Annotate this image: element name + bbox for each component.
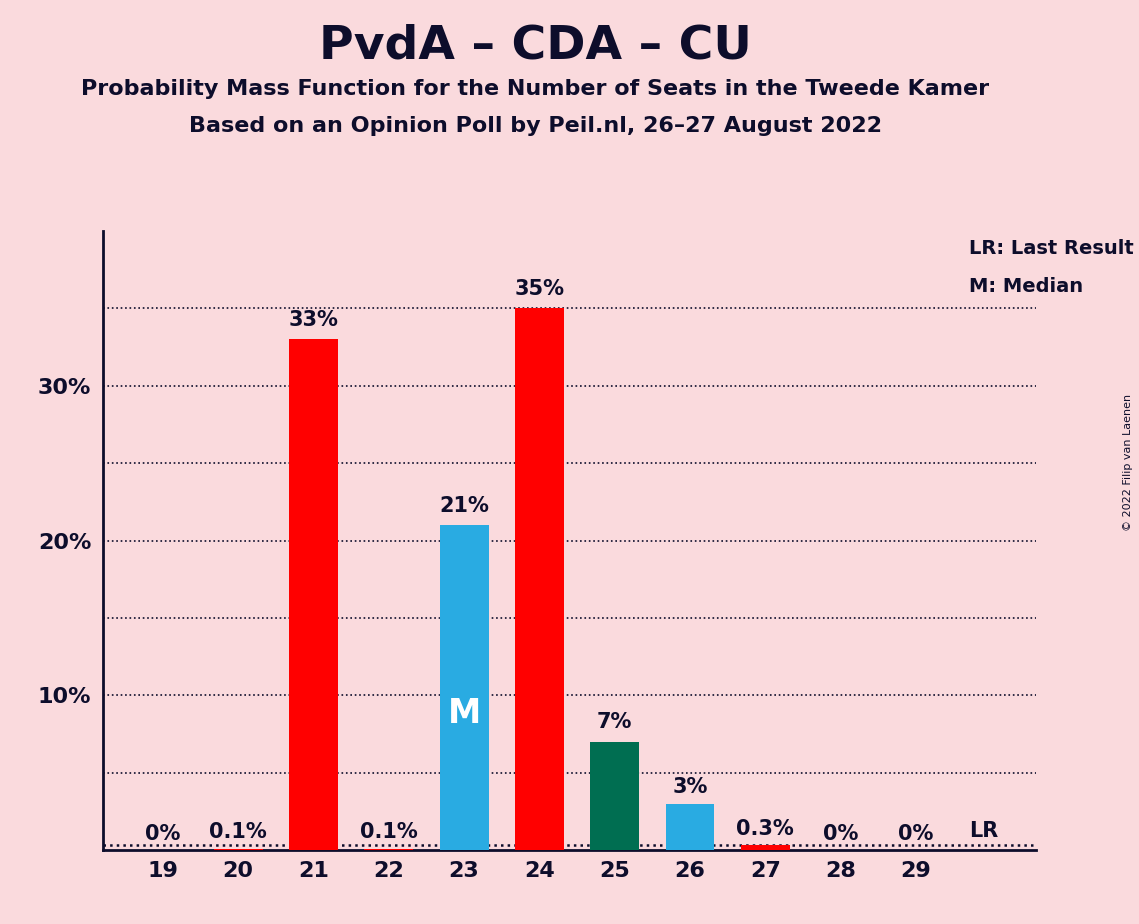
Bar — [740, 845, 789, 850]
Text: M: Median: M: Median — [968, 277, 1083, 297]
Text: 0.1%: 0.1% — [360, 822, 418, 843]
Text: 3%: 3% — [672, 777, 707, 797]
Text: LR: Last Result: LR: Last Result — [968, 238, 1133, 258]
Text: 0.1%: 0.1% — [210, 822, 267, 843]
Bar — [289, 339, 338, 850]
Bar — [364, 848, 413, 850]
Text: 21%: 21% — [440, 496, 489, 516]
Text: 33%: 33% — [288, 310, 338, 330]
Bar — [515, 309, 564, 850]
Bar — [665, 804, 714, 850]
Text: 0.3%: 0.3% — [737, 820, 794, 839]
Bar — [590, 742, 639, 850]
Bar — [440, 525, 489, 850]
Text: 35%: 35% — [515, 279, 564, 299]
Text: 7%: 7% — [597, 712, 632, 733]
Text: © 2022 Filip van Laenen: © 2022 Filip van Laenen — [1123, 394, 1133, 530]
Text: PvdA – CDA – CU: PvdA – CDA – CU — [319, 23, 752, 68]
Text: 0%: 0% — [145, 824, 180, 844]
Text: M: M — [448, 697, 481, 730]
Text: Based on an Opinion Poll by Peil.nl, 26–27 August 2022: Based on an Opinion Poll by Peil.nl, 26–… — [189, 116, 882, 136]
Text: LR: LR — [968, 821, 998, 841]
Text: 0%: 0% — [899, 824, 934, 844]
Text: 0%: 0% — [823, 824, 859, 844]
Bar — [214, 848, 263, 850]
Text: Probability Mass Function for the Number of Seats in the Tweede Kamer: Probability Mass Function for the Number… — [81, 79, 990, 99]
